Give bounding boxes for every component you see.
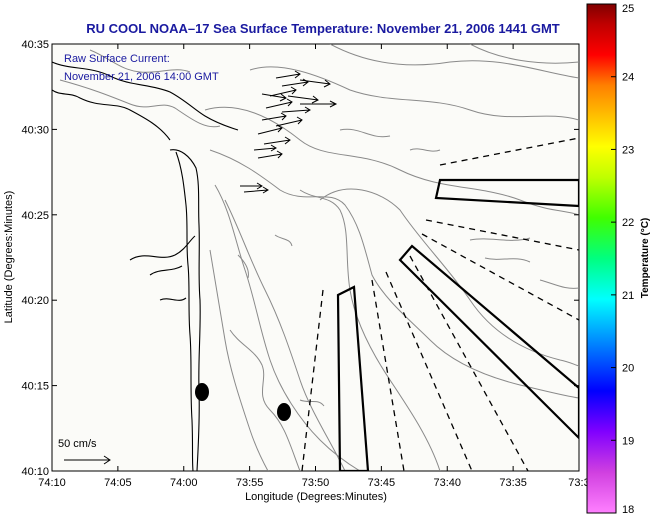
x-tick-label: 73:50	[302, 477, 330, 489]
station-marker	[277, 403, 291, 421]
bathymetry-contours	[59, 44, 579, 471]
y-tick-label: 40:15	[21, 381, 49, 393]
x-tick-label: 74:05	[104, 477, 132, 489]
colorbar-tick-label: 25	[622, 3, 634, 15]
x-tick-label: 74:10	[38, 477, 66, 489]
colorbar-tick-label: 20	[622, 363, 634, 375]
x-axis-label: Longitude (Degrees:Minutes)	[245, 491, 387, 503]
x-tick-label: 73:55	[236, 477, 264, 489]
x-tick-label: 73:35	[499, 477, 527, 489]
x-tick-label: 73:40	[433, 477, 461, 489]
radar-beams	[336, 178, 579, 471]
colorbar-tick-label: 18	[622, 504, 634, 516]
colorbar-tick-label: 23	[622, 144, 634, 156]
map-layer	[52, 44, 579, 471]
colorbar-tick-label: 24	[622, 72, 634, 84]
y-axis-label: Latitude (Degrees:Minutes)	[3, 191, 15, 324]
y-tick-label: 40:20	[21, 295, 49, 307]
station-marker	[195, 383, 209, 401]
colorbar-tick-label: 19	[622, 435, 634, 447]
y-tick-label: 40:35	[21, 39, 49, 51]
y-tick-label: 40:10	[21, 466, 49, 478]
surface-current-vectors	[240, 70, 338, 194]
colorbar-tick-label: 21	[622, 290, 634, 302]
y-tick-label: 40:30	[21, 124, 49, 136]
colorbar-label: Temperature (°C)	[640, 218, 651, 299]
y-axis: 40:35 40:30 40:25 40:20 40:15 40:10	[21, 39, 579, 478]
scale-label: 50 cm/s	[58, 438, 97, 450]
colorbar-tick-label: 22	[622, 217, 634, 229]
radar-dashed-lines	[301, 137, 579, 471]
y-tick-label: 40:25	[21, 210, 49, 222]
plot-area	[51, 43, 580, 472]
colorbar	[586, 3, 617, 514]
annotation-line-2: November 21, 2006 14:00 GMT	[64, 71, 219, 83]
scale-arrow	[64, 455, 111, 465]
x-tick-label: 74:00	[170, 477, 198, 489]
chart-title: RU COOL NOAA–17 Sea Surface Temperature:…	[86, 21, 560, 36]
annotation-line-1: Raw Surface Current:	[64, 53, 170, 65]
coastline	[52, 61, 239, 471]
x-tick-label: 73:45	[368, 477, 396, 489]
colorbar-ticks: 25 24 23 22 21 20 19 18	[611, 3, 634, 516]
x-axis: 74:10 74:05 74:00 73:55 73:50 73:45 73:40 73:35…	[38, 44, 590, 489]
x-tick-label: 73:3	[568, 477, 589, 489]
